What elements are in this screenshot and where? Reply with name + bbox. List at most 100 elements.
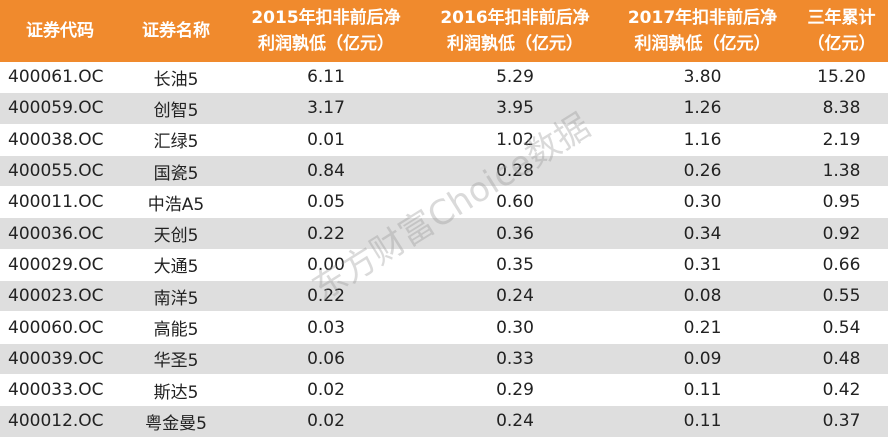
value-cell: 3.17: [232, 92, 420, 125]
value-cell: 0.21: [610, 311, 795, 344]
value-cell: 0.00: [232, 249, 420, 282]
table-row: 400038.OC 汇绿5 0.01 1.02 1.16 2.19: [0, 124, 888, 156]
value-cell: 0.95: [795, 186, 888, 219]
header-line: 证券代码: [26, 21, 94, 41]
code-cell: 400059.OC: [0, 92, 120, 125]
value-cell: 0.03: [232, 311, 420, 344]
value-cell: 0.08: [610, 280, 795, 313]
code-cell: 400033.OC: [0, 374, 120, 407]
table-row: 400011.OC 中浩A5 0.05 0.60 0.30 0.95: [0, 186, 888, 219]
code-cell: 400039.OC: [0, 343, 120, 375]
value-cell: 0.37: [795, 405, 888, 438]
value-cell: 5.29: [420, 62, 610, 94]
value-cell: 0.06: [232, 343, 420, 375]
name-cell: 国瓷5: [120, 155, 232, 188]
value-cell: 2.19: [795, 124, 888, 156]
name-cell: 创智5: [120, 92, 232, 125]
value-cell: 3.95: [420, 92, 610, 125]
header-line: 证券名称: [142, 21, 210, 41]
header-line: （亿元）: [807, 34, 876, 54]
table-row: 400039.OC 华圣5 0.06 0.33 0.09 0.48: [0, 343, 888, 375]
table-row: 400036.OC 天创5 0.22 0.36 0.34 0.92: [0, 217, 888, 250]
value-cell: 0.05: [232, 186, 420, 219]
code-cell: 400029.OC: [0, 249, 120, 282]
table-row: 400060.OC 高能5 0.03 0.30 0.21 0.54: [0, 311, 888, 344]
name-cell: 高能5: [120, 311, 232, 344]
name-cell: 粤金曼5: [120, 405, 232, 438]
value-cell: 0.34: [610, 217, 795, 250]
code-cell: 400038.OC: [0, 124, 120, 156]
code-cell: 400036.OC: [0, 217, 120, 250]
header-cell: 2016年扣非前后净 利润孰低（亿元）: [420, 0, 610, 62]
value-cell: 0.24: [420, 280, 610, 313]
value-cell: 0.35: [420, 249, 610, 282]
value-cell: 0.24: [420, 405, 610, 438]
header-row: 证券代码 证券名称 2015年扣非前后净 利润孰低（亿元） 2016年扣非前后净 利润孰低…: [0, 0, 888, 62]
value-cell: 0.02: [232, 405, 420, 438]
value-cell: 1.16: [610, 124, 795, 156]
header-line: 利润孰低（亿元）: [258, 34, 394, 54]
header-cell: 2017年扣非前后净 利润孰低（亿元）: [610, 0, 795, 62]
value-cell: 0.01: [232, 124, 420, 156]
value-cell: 3.80: [610, 62, 795, 94]
value-cell: 0.54: [795, 311, 888, 344]
value-cell: 0.11: [610, 405, 795, 438]
table-row: 400029.OC 大通5 0.00 0.35 0.31 0.66: [0, 249, 888, 282]
code-cell: 400055.OC: [0, 155, 120, 188]
header-line: 利润孰低（亿元）: [447, 34, 583, 54]
name-cell: 天创5: [120, 217, 232, 250]
name-cell: 大通5: [120, 249, 232, 282]
value-cell: 0.48: [795, 343, 888, 375]
value-cell: 15.20: [795, 62, 888, 94]
name-cell: 斯达5: [120, 374, 232, 407]
table-row: 400023.OC 南洋5 0.22 0.24 0.08 0.55: [0, 280, 888, 313]
value-cell: 0.26: [610, 155, 795, 188]
name-cell: 南洋5: [120, 280, 232, 313]
header-line: 利润孰低（亿元）: [634, 34, 771, 54]
value-cell: 0.31: [610, 249, 795, 282]
code-cell: 400060.OC: [0, 311, 120, 344]
header-cell: 三年累计 （亿元）: [795, 0, 888, 62]
value-cell: 8.38: [795, 92, 888, 125]
table-row: 400012.OC 粤金曼5 0.02 0.24 0.11 0.37: [0, 405, 888, 438]
value-cell: 0.84: [232, 155, 420, 188]
value-cell: 0.11: [610, 374, 795, 407]
value-cell: 0.66: [795, 249, 888, 282]
table-row: 400055.OC 国瓷5 0.84 0.28 0.26 1.38: [0, 155, 888, 188]
header-cell: 2015年扣非前后净 利润孰低（亿元）: [232, 0, 420, 62]
value-cell: 0.22: [232, 280, 420, 313]
value-cell: 0.30: [420, 311, 610, 344]
name-cell: 长油5: [120, 62, 232, 94]
header-cell: 证券名称: [120, 0, 232, 62]
name-cell: 汇绿5: [120, 124, 232, 156]
name-cell: 中浩A5: [120, 186, 232, 219]
value-cell: 0.33: [420, 343, 610, 375]
code-cell: 400011.OC: [0, 186, 120, 219]
header-cell: 证券代码: [0, 0, 120, 62]
header-line: 2015年扣非前后净: [251, 8, 401, 28]
value-cell: 0.42: [795, 374, 888, 407]
code-cell: 400012.OC: [0, 405, 120, 438]
value-cell: 0.30: [610, 186, 795, 219]
value-cell: 0.02: [232, 374, 420, 407]
value-cell: 0.55: [795, 280, 888, 313]
table-body: 400061.OC 长油5 6.11 5.29 3.80 15.20 400059.OC 创智…: [0, 62, 888, 438]
table-row: 400059.OC 创智5 3.17 3.95 1.26 8.38: [0, 92, 888, 125]
value-cell: 1.26: [610, 92, 795, 125]
name-cell: 华圣5: [120, 343, 232, 375]
value-cell: 0.28: [420, 155, 610, 188]
code-cell: 400023.OC: [0, 280, 120, 313]
value-cell: 0.22: [232, 217, 420, 250]
code-cell: 400061.OC: [0, 62, 120, 94]
header-line: 三年累计: [807, 8, 876, 28]
value-cell: 0.36: [420, 217, 610, 250]
value-cell: 1.02: [420, 124, 610, 156]
value-cell: 0.09: [610, 343, 795, 375]
table-row: 400061.OC 长油5 6.11 5.29 3.80 15.20: [0, 62, 888, 94]
header-line: 2017年扣非前后净: [627, 8, 778, 28]
value-cell: 0.92: [795, 217, 888, 250]
value-cell: 0.29: [420, 374, 610, 407]
value-cell: 0.60: [420, 186, 610, 219]
header-line: 2016年扣非前后净: [440, 8, 590, 28]
